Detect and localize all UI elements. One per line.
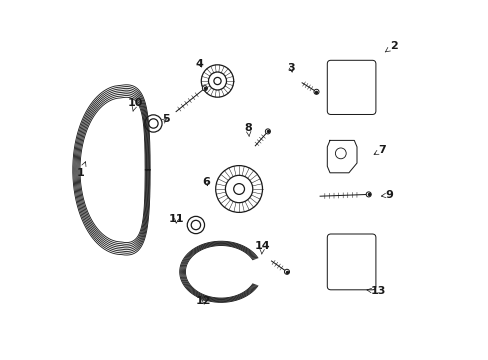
Text: 5: 5 xyxy=(162,114,169,125)
Circle shape xyxy=(366,192,370,197)
Circle shape xyxy=(148,119,158,128)
Text: 4: 4 xyxy=(196,59,203,69)
Circle shape xyxy=(337,275,343,280)
Text: 7: 7 xyxy=(373,145,386,155)
Circle shape xyxy=(225,175,252,203)
Circle shape xyxy=(191,220,200,230)
Text: 12: 12 xyxy=(196,296,211,306)
FancyBboxPatch shape xyxy=(326,234,375,290)
Text: 10: 10 xyxy=(127,98,142,111)
Text: 3: 3 xyxy=(287,63,295,73)
Circle shape xyxy=(343,255,363,275)
Circle shape xyxy=(335,148,346,159)
Text: 9: 9 xyxy=(381,190,393,200)
Polygon shape xyxy=(326,140,356,173)
Circle shape xyxy=(187,216,204,234)
Circle shape xyxy=(348,260,357,269)
Circle shape xyxy=(233,184,244,194)
Circle shape xyxy=(213,77,221,85)
Text: 2: 2 xyxy=(385,41,397,52)
Text: 14: 14 xyxy=(254,241,270,254)
Circle shape xyxy=(284,269,289,274)
Circle shape xyxy=(313,89,318,94)
Circle shape xyxy=(144,115,162,132)
Circle shape xyxy=(348,87,357,95)
Circle shape xyxy=(336,74,370,108)
Text: 8: 8 xyxy=(244,123,252,136)
Circle shape xyxy=(336,247,370,282)
Circle shape xyxy=(337,102,343,107)
Text: 6: 6 xyxy=(202,177,210,187)
Text: 13: 13 xyxy=(366,287,385,297)
Text: 11: 11 xyxy=(168,215,184,225)
Circle shape xyxy=(201,65,233,97)
Circle shape xyxy=(343,81,363,101)
Circle shape xyxy=(337,67,343,72)
Circle shape xyxy=(208,72,226,90)
FancyBboxPatch shape xyxy=(326,60,375,114)
Circle shape xyxy=(337,243,343,248)
Circle shape xyxy=(202,86,207,91)
Circle shape xyxy=(265,129,270,134)
Circle shape xyxy=(215,166,262,212)
Text: 1: 1 xyxy=(77,162,86,179)
